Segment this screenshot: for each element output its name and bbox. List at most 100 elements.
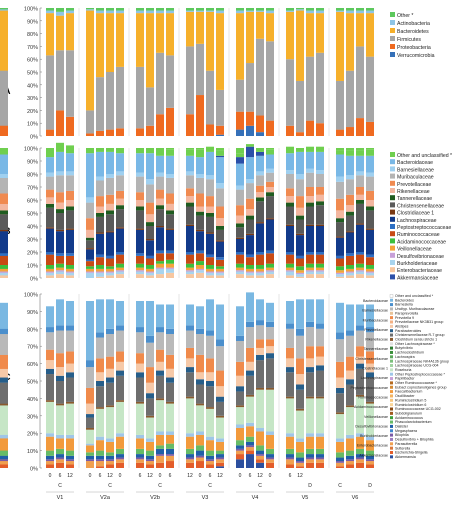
y-tick-label: 10% (27, 122, 38, 128)
bar-segment (186, 448, 194, 455)
bar-segment (356, 46, 364, 119)
bar-segment (336, 412, 344, 415)
bar-segment (136, 377, 144, 402)
bar-segment (346, 194, 354, 206)
bar-segment (186, 148, 194, 150)
bar-segment (256, 450, 264, 455)
family-label: Burkholderiaceae (360, 434, 388, 438)
bar-segment (66, 271, 74, 273)
bar-segment (296, 148, 304, 152)
bar-segment (86, 452, 94, 456)
bar-segment (266, 196, 274, 219)
bar-segment (56, 213, 64, 230)
bar-segment (0, 8, 8, 10)
bar-segment (96, 213, 104, 217)
bar-segment (256, 185, 264, 193)
bar-segment (116, 271, 124, 275)
bar-segment (256, 151, 264, 156)
bar-segment (46, 157, 54, 173)
bar-segment (196, 11, 204, 44)
bar-segment (366, 401, 374, 404)
legend-label: Lachnospiraceae UCG-004 (395, 364, 439, 368)
bar-segment (286, 206, 294, 225)
legend-label: Other Peptostreptococcaceae * (395, 372, 446, 376)
bar-segment (216, 346, 224, 371)
bar-segment (0, 177, 8, 194)
x-tick-label: 6 (289, 473, 292, 479)
legend-swatch (390, 298, 393, 302)
bar-segment (256, 8, 264, 11)
bar-segment (196, 379, 204, 385)
bar-segment (46, 450, 54, 456)
bar-segment (366, 121, 374, 136)
legend-swatch (390, 394, 393, 398)
bar-segment (346, 297, 354, 305)
bar-segment (216, 89, 224, 126)
bar-segment (146, 398, 154, 416)
bar-segment (86, 459, 94, 462)
bar-segment (206, 381, 214, 387)
legend-swatch (390, 350, 393, 354)
legend-label: Desulfovibrionaceae (397, 254, 444, 260)
bar-segment (0, 403, 8, 406)
bar-segment (256, 252, 264, 255)
bar-segment (46, 401, 54, 434)
legend-swatch (390, 20, 395, 25)
bar-segment (266, 346, 274, 354)
bar-segment (266, 389, 274, 432)
bar-segment (336, 461, 344, 463)
bar-segment (306, 372, 314, 397)
bar-segment (196, 177, 204, 194)
bar-segment (216, 370, 224, 387)
bar-segment (216, 13, 224, 90)
bar-segment (236, 440, 244, 446)
bar-segment (136, 8, 144, 11)
bar-segment (66, 171, 74, 176)
bar-segment (196, 431, 204, 435)
bar-segment (216, 272, 224, 276)
bar-segment (136, 462, 144, 468)
bar-segment (116, 325, 124, 331)
bar-segment (146, 459, 154, 462)
bar-segment (246, 426, 254, 437)
bar-segment (306, 254, 314, 264)
bar-segment (196, 461, 204, 468)
bar-segment (366, 304, 374, 328)
bar-segment (356, 171, 364, 176)
bar-segment (66, 459, 74, 462)
bar-segment (216, 438, 224, 442)
bar-segment (366, 210, 374, 229)
bar-segment (166, 203, 174, 211)
bar-segment (286, 367, 294, 373)
bar-segment (206, 271, 214, 273)
x-tick-label: 12 (187, 473, 193, 479)
bar-segment (206, 461, 214, 465)
bar-segment (316, 459, 324, 463)
legend-label: Actinobacteria (397, 21, 430, 27)
bar-segment (296, 384, 304, 390)
bar-segment (116, 153, 124, 172)
bar-segment (56, 459, 64, 463)
bar-segment (206, 450, 214, 456)
bar-segment (356, 396, 364, 434)
bar-segment (306, 252, 314, 255)
bar-segment (256, 354, 264, 361)
bar-segment (366, 56, 374, 122)
bar-segment (206, 268, 214, 272)
bar-segment (316, 146, 324, 152)
bar-segment (286, 358, 294, 368)
bar-segment (206, 179, 214, 197)
condition-label: D (308, 483, 312, 489)
bar-segment (166, 304, 174, 329)
bar-segment (106, 271, 114, 273)
bar-segment (0, 70, 8, 126)
bar-segment (166, 214, 174, 229)
legend-label: Acidaminococcus (395, 416, 423, 420)
bar-segment (366, 268, 374, 272)
bar-segment (66, 325, 74, 331)
bar-segment (46, 272, 54, 276)
bar-segment (286, 292, 294, 301)
bar-segment (296, 258, 304, 267)
bar-segment (346, 255, 354, 265)
bar-segment (206, 372, 214, 381)
